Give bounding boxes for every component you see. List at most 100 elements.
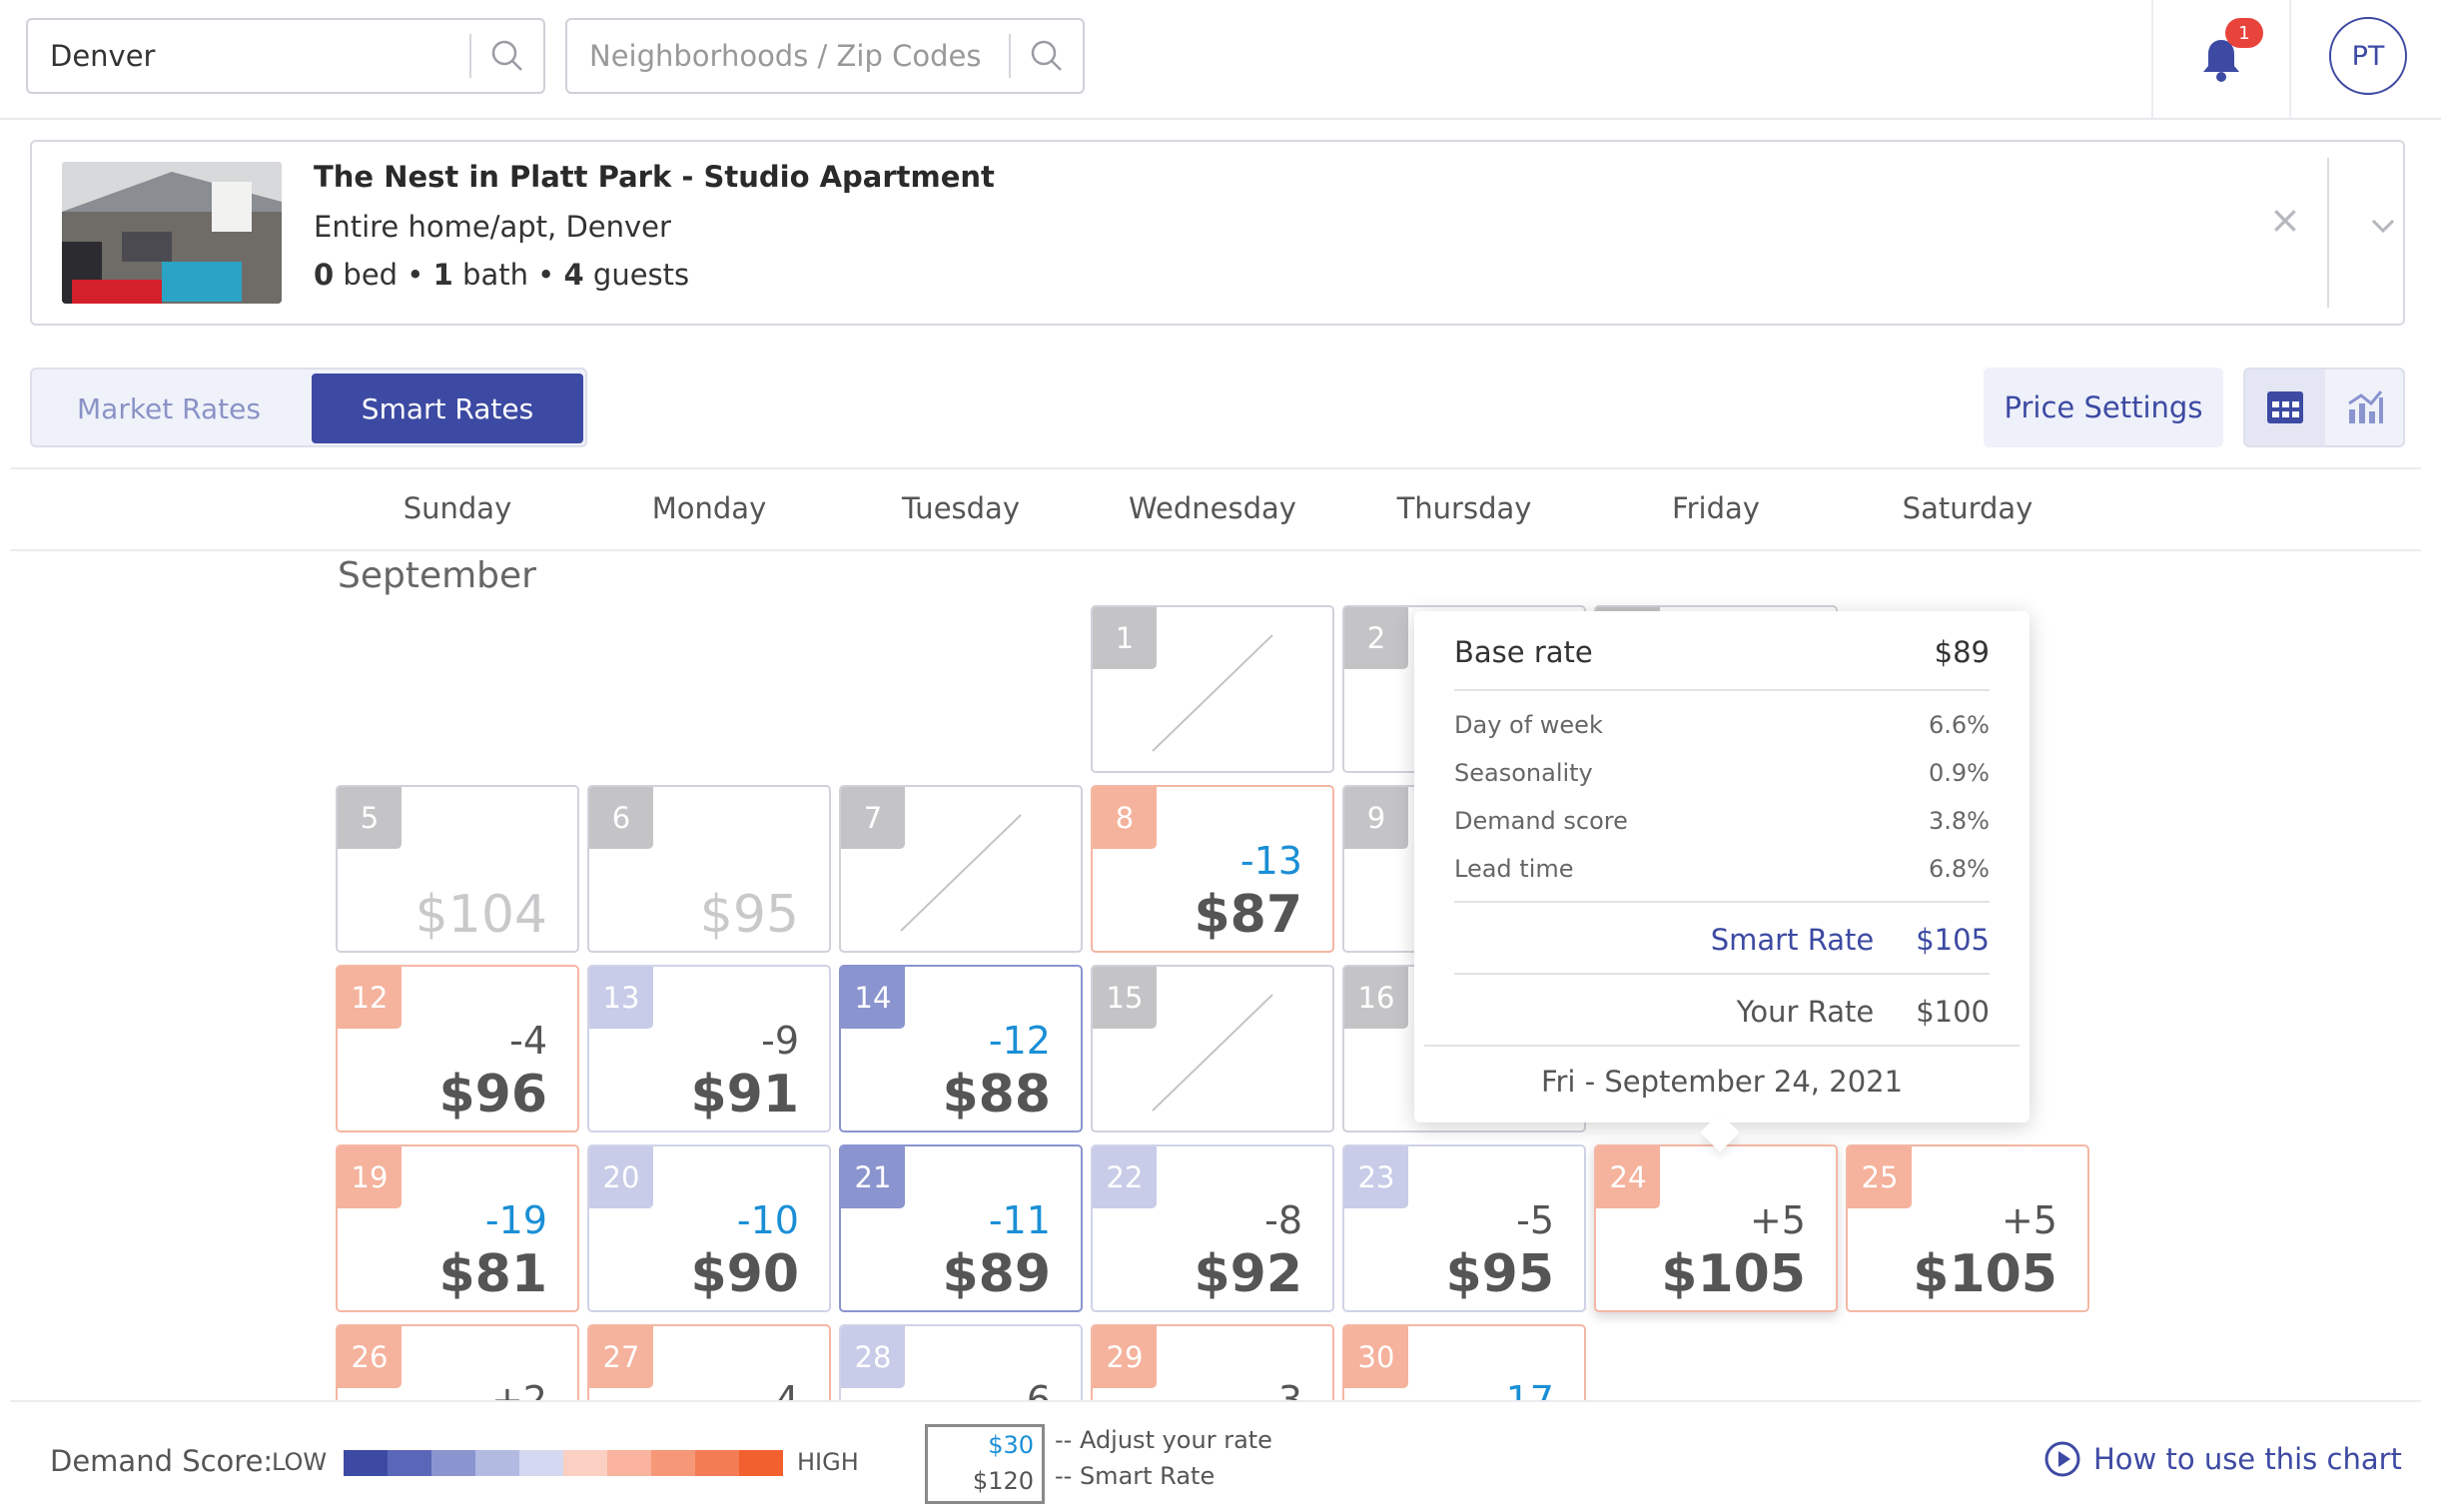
bell-icon[interactable] (2193, 32, 2249, 88)
calendar-day[interactable]: 6 $95 (587, 785, 831, 953)
tooltip-date: Fri - September 24, 2021 (1540, 1065, 1904, 1099)
calendar-day[interactable]: 8 -13 $87 (1091, 785, 1334, 953)
day-number: 21 (841, 1146, 905, 1208)
calendar-day[interactable]: 22 -8 $92 (1091, 1144, 1334, 1312)
day-number: 7 (841, 787, 905, 849)
day-number: 5 (338, 787, 402, 849)
rate-adjustment: -19 (484, 1198, 547, 1242)
day-number: 2 (1344, 607, 1408, 669)
calendar-day[interactable]: 13 -9 $91 (587, 965, 831, 1133)
scale-swatch (739, 1450, 783, 1476)
day-number: 19 (338, 1146, 402, 1208)
smart-rate-price: $105 (1661, 1244, 1806, 1304)
smart-rate-price: $89 (942, 1244, 1051, 1304)
city-search[interactable]: Denver (26, 18, 545, 94)
calendar-day[interactable]: 24 +5 $105 (1594, 1144, 1838, 1312)
legend-sample-box: $30 $120 (925, 1424, 1045, 1504)
smart-rate-price: $91 (690, 1065, 799, 1125)
day-number: 6 (589, 787, 653, 849)
chevron-down-icon[interactable] (2363, 206, 2403, 246)
blocked-slash (1152, 994, 1273, 1112)
demand-legend: Demand Score: LOW HIGH $30 $120 -- Adjus… (10, 1400, 2421, 1512)
calendar-day[interactable]: 12 -4 $96 (336, 965, 579, 1133)
rate-adjustment: -11 (988, 1198, 1051, 1242)
legend-smart-text: -- Smart Rate (1055, 1462, 1216, 1490)
day-number: 9 (1344, 787, 1408, 849)
price-settings-button[interactable]: Price Settings (1984, 368, 2223, 447)
day-number: 22 (1093, 1146, 1157, 1208)
smart-rate-price: $96 (438, 1065, 547, 1125)
calendar-day[interactable]: 1 (1091, 605, 1334, 773)
day-number: 8 (1093, 787, 1157, 849)
smart-rate-price: $104 (414, 885, 547, 945)
tab-market-rates[interactable]: Market Rates (77, 391, 261, 425)
calendar-day[interactable]: 7 (839, 785, 1083, 953)
rate-adjustment: -4 (509, 1019, 547, 1063)
day-number: 27 (589, 1326, 653, 1388)
neighborhood-search-input[interactable]: Neighborhoods / Zip Codes (589, 39, 982, 73)
factor-row: Demand score 3.8% (1454, 807, 1990, 835)
weekday-label: Thursday (1396, 491, 1532, 525)
day-number: 30 (1344, 1326, 1408, 1388)
how-to-use-link[interactable]: How to use this chart (2043, 1440, 2402, 1478)
scale-swatch (607, 1450, 651, 1476)
smart-rate-price: $95 (699, 885, 799, 945)
calendar-day[interactable]: 25 +5 $105 (1846, 1144, 2089, 1312)
factor-row: Lead time 6.8% (1454, 855, 1990, 883)
rate-adjustment: -13 (1239, 839, 1302, 883)
avatar[interactable]: PT (2329, 17, 2407, 95)
weekday-label: Tuesday (902, 491, 1020, 525)
scale-swatch (563, 1450, 607, 1476)
rate-adjustment: -8 (1264, 1198, 1302, 1242)
calendar-view-icon[interactable] (2245, 370, 2325, 445)
calendar-day[interactable]: 19 -19 $81 (336, 1144, 579, 1312)
day-number: 15 (1093, 967, 1157, 1029)
rate-adjustment: -12 (988, 1019, 1051, 1063)
weekday-label: Wednesday (1129, 491, 1296, 525)
neighborhood-search[interactable]: Neighborhoods / Zip Codes (565, 18, 1085, 94)
smart-rate-row: Smart Rate $105 (1710, 923, 1990, 957)
legend-high: HIGH (797, 1448, 859, 1476)
tab-smart-rates[interactable]: Smart Rates (312, 374, 583, 443)
listing-card[interactable]: The Nest in Platt Park - Studio Apartmen… (30, 140, 2405, 326)
notification-badge: 1 (2225, 18, 2263, 48)
day-number: 24 (1596, 1146, 1660, 1208)
top-bar: Denver Neighborhoods / Zip Codes 1 PT (0, 0, 2441, 120)
play-icon (2044, 1441, 2080, 1477)
weekday-label: Saturday (1902, 491, 2034, 525)
rate-adjustment: -10 (736, 1198, 799, 1242)
search-icon[interactable] (1011, 20, 1083, 92)
legend-title: Demand Score: (50, 1444, 274, 1478)
city-search-input[interactable]: Denver (50, 39, 156, 73)
listing-photo (62, 162, 282, 304)
scale-swatch (344, 1450, 388, 1476)
demand-color-scale (344, 1450, 783, 1476)
month-label: September (338, 555, 536, 596)
calendar-day[interactable]: 5 $104 (336, 785, 579, 953)
calendar-day[interactable]: 23 -5 $95 (1342, 1144, 1586, 1312)
smart-rate-price: $105 (1913, 1244, 2057, 1304)
calendar-day[interactable]: 14 -12 $88 (839, 965, 1083, 1133)
weekday-label: Sunday (403, 491, 512, 525)
smart-rate-price: $90 (690, 1244, 799, 1304)
factor-row: Day of week 6.6% (1454, 711, 1990, 739)
search-icon[interactable] (471, 20, 543, 92)
listing-subtitle: Entire home/apt, Denver (314, 210, 671, 244)
calendar-day[interactable]: 21 -11 $89 (839, 1144, 1083, 1312)
day-number: 25 (1848, 1146, 1912, 1208)
day-number: 16 (1344, 967, 1408, 1029)
scale-swatch (695, 1450, 739, 1476)
your-rate-row: Your Rate $100 (1736, 995, 1990, 1029)
day-number: 23 (1344, 1146, 1408, 1208)
rate-adjustment: -5 (1516, 1198, 1554, 1242)
chart-view-icon[interactable] (2325, 370, 2403, 445)
listing-title: The Nest in Platt Park - Studio Apartmen… (314, 160, 995, 194)
calendar-day[interactable]: 15 (1091, 965, 1334, 1133)
close-icon[interactable]: × (2269, 198, 2301, 242)
scale-swatch (475, 1450, 519, 1476)
day-number: 14 (841, 967, 905, 1029)
calendar-day[interactable]: 20 -10 $90 (587, 1144, 831, 1312)
weekday-label: Friday (1672, 491, 1760, 525)
factor-row: Seasonality 0.9% (1454, 759, 1990, 787)
smart-rate-price: $88 (942, 1065, 1051, 1125)
